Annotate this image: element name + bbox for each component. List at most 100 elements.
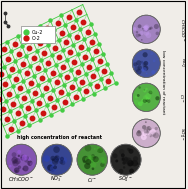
Circle shape [144,130,150,136]
Circle shape [143,61,148,66]
Circle shape [140,67,143,70]
Circle shape [142,130,148,136]
Circle shape [20,154,25,160]
Circle shape [138,24,142,28]
Circle shape [9,165,12,167]
Circle shape [144,24,149,29]
Circle shape [52,158,58,165]
Circle shape [125,157,127,159]
Circle shape [54,158,58,163]
Circle shape [53,165,57,169]
Circle shape [141,61,143,64]
Circle shape [144,30,149,36]
Circle shape [150,135,152,137]
Circle shape [142,28,144,30]
Circle shape [153,132,159,138]
Circle shape [15,158,21,164]
Circle shape [133,156,138,162]
Circle shape [141,134,147,140]
Circle shape [61,157,67,163]
Circle shape [85,145,91,152]
Circle shape [127,148,129,150]
Circle shape [155,32,159,35]
Circle shape [55,158,59,162]
Circle shape [131,160,138,167]
Circle shape [17,158,20,161]
Circle shape [42,144,72,175]
Circle shape [140,61,144,65]
Circle shape [138,33,141,36]
Circle shape [146,126,151,131]
Circle shape [113,153,118,158]
Circle shape [86,159,91,165]
Circle shape [123,157,129,163]
Text: $Cl^-$: $Cl^-$ [87,176,97,184]
Circle shape [143,99,147,103]
Circle shape [129,169,134,174]
Circle shape [82,156,89,163]
Circle shape [155,127,158,130]
Circle shape [129,149,133,154]
Circle shape [154,24,159,29]
Circle shape [144,132,148,136]
FancyBboxPatch shape [21,26,55,43]
Text: Cu-2: Cu-2 [31,30,43,35]
Circle shape [127,160,134,166]
Circle shape [145,88,148,90]
Circle shape [92,157,94,159]
Circle shape [125,158,128,161]
Circle shape [52,164,54,167]
Circle shape [146,73,147,74]
Circle shape [150,52,153,55]
Circle shape [137,94,140,97]
Circle shape [133,27,136,31]
Circle shape [11,157,18,163]
Circle shape [136,60,142,66]
Circle shape [144,89,145,91]
Circle shape [52,158,55,161]
Circle shape [139,31,144,35]
Circle shape [144,27,147,30]
Circle shape [136,131,142,136]
Circle shape [155,96,159,100]
Circle shape [141,99,146,103]
Circle shape [143,62,147,66]
Circle shape [137,163,139,165]
Circle shape [132,119,160,147]
Circle shape [90,161,96,168]
Circle shape [132,15,160,43]
Circle shape [138,101,143,106]
Circle shape [77,144,108,175]
Circle shape [123,159,128,164]
Circle shape [136,69,142,74]
Circle shape [22,168,24,170]
Circle shape [141,39,143,41]
Circle shape [144,27,149,32]
Circle shape [102,160,105,164]
Circle shape [142,125,146,129]
Circle shape [83,160,86,163]
Circle shape [149,127,152,129]
Circle shape [143,25,149,31]
Circle shape [51,156,55,161]
Circle shape [20,158,23,162]
Circle shape [6,144,37,175]
Circle shape [27,157,31,161]
Circle shape [143,28,146,31]
Circle shape [59,160,63,164]
Circle shape [47,164,54,171]
Circle shape [52,156,54,157]
Circle shape [144,129,148,133]
Circle shape [55,158,58,161]
Circle shape [92,167,94,170]
Circle shape [143,26,148,31]
Circle shape [12,161,16,164]
Circle shape [151,131,156,137]
Circle shape [127,160,133,167]
Text: low concentration of reactant: low concentration of reactant [161,50,165,114]
Circle shape [122,158,125,161]
Circle shape [111,144,141,175]
Circle shape [12,152,17,157]
Text: O-2: O-2 [31,36,40,41]
Circle shape [123,161,126,164]
